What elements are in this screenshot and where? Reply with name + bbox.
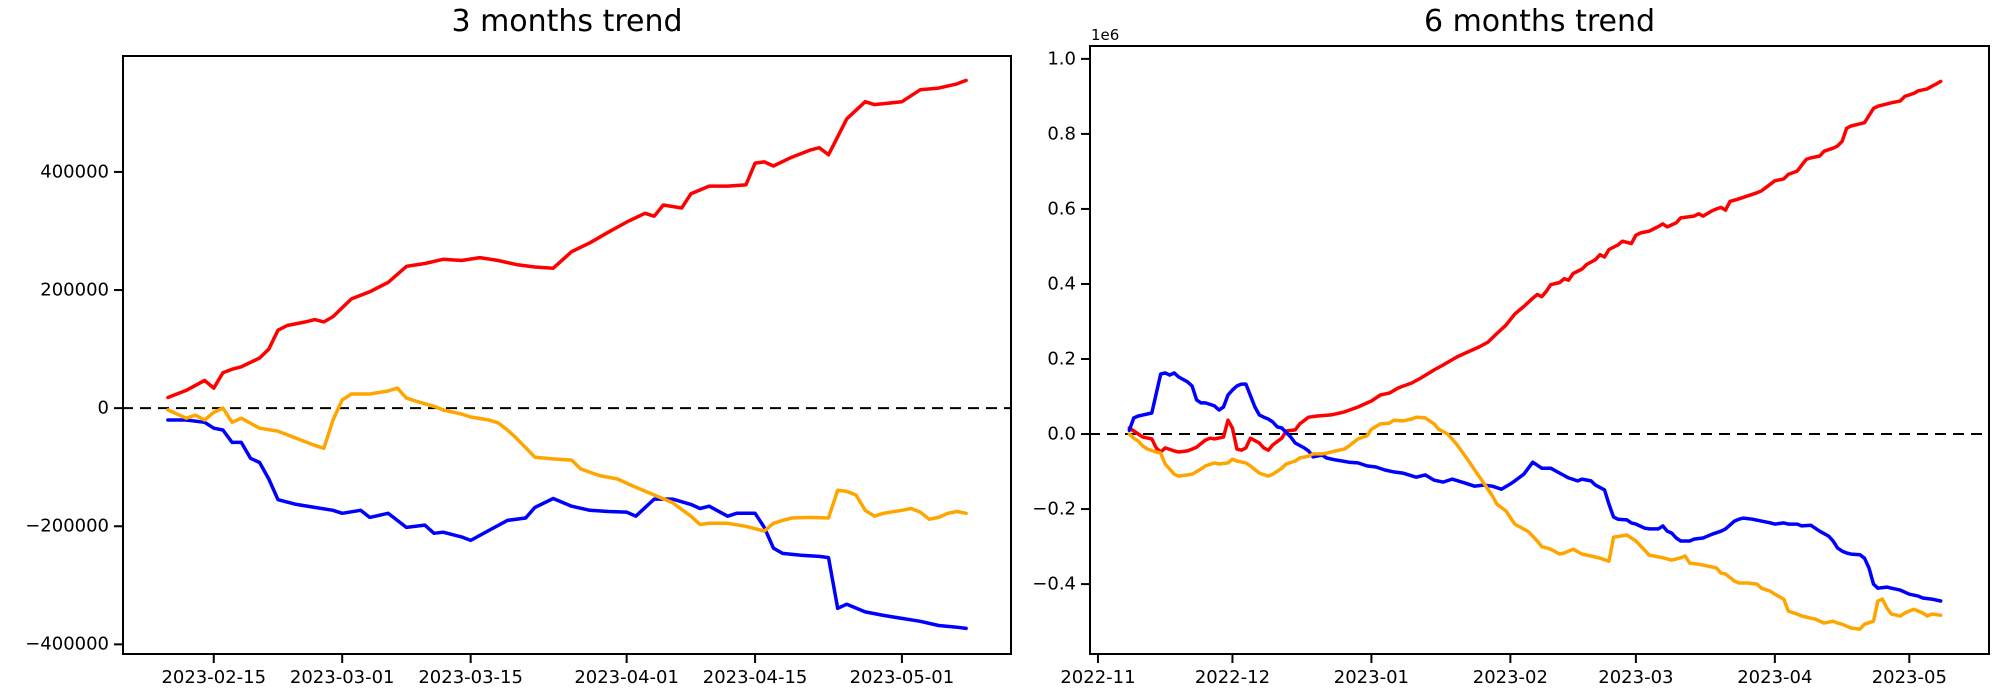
y-axis-tick-label: 200000 [40,279,109,301]
y-axis-tick-label: 0.2 [1047,348,1076,370]
y-axis-tick-label: 400000 [40,161,109,183]
y-axis-tick-label: −0.4 [1032,573,1076,595]
y-axis-tick-label: 1.0 [1047,48,1076,70]
y-axis-tick-label: 0 [97,397,109,419]
y-axis-tick-label: 0.4 [1047,273,1076,295]
x-axis-tick-label: 2023-04-15 [702,667,808,688]
x-axis-tick-label: 2023-05-01 [849,667,955,688]
x-axis-tick-label: 2023-01 [1333,667,1409,688]
falling-orange-series-line [1127,415,1943,631]
plot-area-0 [114,55,1012,663]
plot-area-1 [1081,45,1990,663]
falling-orange-series-line [166,386,968,533]
axes-spines [122,55,1012,655]
x-axis-tick-label: 2023-03-15 [418,667,523,688]
x-axis-tick-label: 2023-04-01 [574,667,679,688]
y-axis-tick-label: −200000 [25,515,109,537]
x-axis-tick-label: 2023-04 [1737,667,1813,688]
x-axis-tick-label: 2023-02 [1472,667,1548,688]
chart-title-3-months: 3 months trend [451,4,683,39]
x-axis-tick-label: 2022-12 [1194,667,1271,688]
rising-red-series-line [1127,79,1943,454]
chart-title-6-months: 6 months trend [1423,4,1656,39]
y-axis-tick-label: 0.6 [1047,198,1076,220]
rising-red-series-line [166,78,968,400]
x-axis-tick-label: 2023-03-01 [289,667,395,688]
y-axis-tick-label: −400000 [25,633,109,655]
y-axis-tick-label: 0.8 [1047,123,1076,145]
x-axis-tick-label: 2023-03 [1598,667,1674,688]
axes-spines [1089,45,1990,655]
y-axis-tick-label: 0.0 [1047,423,1076,445]
falling-blue-series-line [166,418,968,631]
x-axis-tick-label: 2022-11 [1060,667,1136,688]
x-axis-tick-label: 2023-05 [1871,667,1947,688]
y-axis-tick-label: −0.2 [1032,498,1076,520]
y-axis-offset-label-1e6: 1e6 [1091,26,1120,44]
falling-blue-series-line [1127,371,1943,603]
x-axis-tick-label: 2023-02-15 [161,667,267,688]
